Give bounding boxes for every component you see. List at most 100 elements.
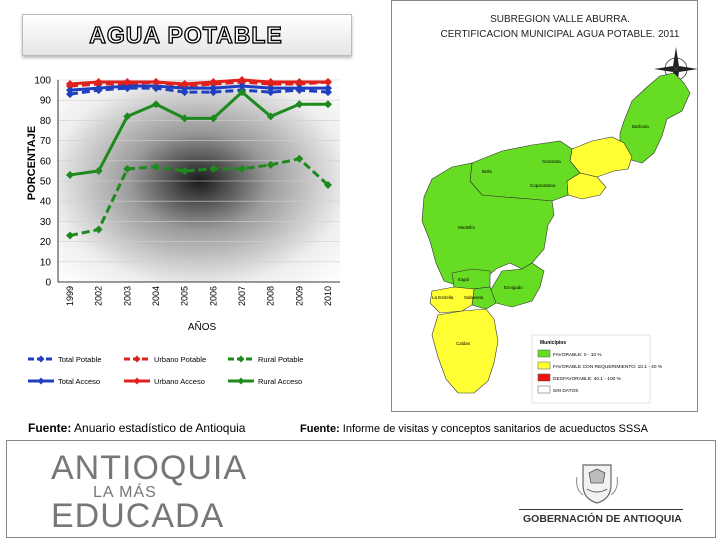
data-point bbox=[152, 78, 160, 87]
data-point bbox=[66, 90, 74, 99]
data-point bbox=[238, 164, 246, 173]
x-tick-label: 2006 bbox=[208, 286, 218, 306]
data-point bbox=[295, 100, 304, 109]
map-panel: SUBREGION VALLE ABURRA. CERTIFICACION MU… bbox=[391, 0, 698, 412]
data-point bbox=[324, 88, 332, 97]
x-tick-label: 2003 bbox=[122, 286, 132, 306]
data-point bbox=[324, 181, 332, 190]
map-label-copacabana: Copacabana bbox=[530, 183, 556, 188]
data-point bbox=[152, 82, 160, 91]
title-box bbox=[22, 14, 352, 56]
data-point bbox=[295, 78, 304, 87]
map-region-copacabana bbox=[566, 172, 607, 200]
data-point bbox=[209, 84, 218, 93]
series-line-4 bbox=[69, 78, 328, 86]
map-region-girardota bbox=[569, 136, 633, 178]
legend-label: Rural Potable bbox=[258, 355, 303, 364]
data-point bbox=[266, 88, 275, 97]
coat-of-arms-icon bbox=[576, 464, 618, 504]
map-label-bello: Bello bbox=[482, 169, 493, 174]
data-point bbox=[94, 78, 103, 87]
data-point bbox=[180, 166, 189, 175]
source-right-label: Fuente: bbox=[300, 423, 340, 435]
map-label-itagui: Itagüí bbox=[458, 277, 470, 282]
data-point bbox=[266, 160, 275, 169]
x-tick-label: 2008 bbox=[266, 286, 276, 306]
map-label-barbosa: Barbosa bbox=[632, 124, 649, 129]
legend-label: Rural Acceso bbox=[258, 377, 302, 386]
x-tick-label: 2007 bbox=[237, 286, 247, 306]
x-tick-label: 2009 bbox=[294, 286, 304, 306]
y-tick-label: 70 bbox=[40, 136, 52, 147]
data-point bbox=[123, 164, 132, 173]
data-point bbox=[209, 114, 218, 123]
data-point bbox=[266, 78, 275, 87]
legend-label: Total Potable bbox=[58, 355, 101, 364]
line-chart: 0 10 20 30 40 50 60 70 80 90 100 1999 2002 2003 2004 2… bbox=[26, 76, 340, 386]
map-region-la-estrella bbox=[429, 286, 475, 314]
y-tick-label: 10 bbox=[40, 257, 52, 268]
source-left-label: Fuente: bbox=[28, 421, 72, 435]
map-legend-title: Municipios bbox=[540, 340, 566, 346]
brand-line-1: ANTIOQUIA bbox=[51, 449, 248, 487]
y-tick-label: 90 bbox=[40, 96, 52, 107]
source-left: Fuente: Anuario estadístico de Antioquia bbox=[28, 421, 245, 435]
series-line-3 bbox=[69, 84, 328, 92]
legend-label: Total Acceso bbox=[58, 377, 100, 386]
y-tick-label: 30 bbox=[40, 217, 52, 228]
source-left-text: Anuario estadístico de Antioquia bbox=[74, 421, 246, 435]
data-point bbox=[324, 78, 332, 87]
page-title: AGUA POTABLE bbox=[89, 21, 283, 48]
series-line-5 bbox=[69, 90, 328, 177]
data-point bbox=[238, 88, 246, 97]
legend-marker bbox=[237, 355, 245, 363]
data-point bbox=[295, 84, 304, 93]
map-legend-swatch bbox=[537, 349, 551, 358]
data-point bbox=[180, 84, 189, 93]
line-chart-panel: 0 10 20 30 40 50 60 70 80 90 100 1999 2002 2003 2004 2… bbox=[22, 66, 352, 406]
data-point bbox=[209, 164, 218, 173]
legend-marker bbox=[237, 377, 245, 385]
y-tick-label: 20 bbox=[40, 237, 52, 248]
footer-banner: ANTIOQUIA LA MÁS EDUCADA GOBERNACIÓN DE … bbox=[6, 440, 716, 538]
map-legend-swatch bbox=[537, 385, 551, 394]
map-region-caldas bbox=[431, 308, 499, 394]
data-point bbox=[295, 154, 304, 163]
x-tick-label: 2010 bbox=[323, 286, 333, 306]
legend-label: Urbano Potable bbox=[154, 355, 206, 364]
legend-marker bbox=[133, 377, 141, 385]
map-legend-swatch bbox=[537, 373, 551, 382]
map-legend-label: DESFAVORABLE: 40.1 - 100 % bbox=[553, 376, 622, 382]
series-line-0 bbox=[69, 86, 329, 96]
y-tick-label: 100 bbox=[34, 76, 51, 87]
legend-marker bbox=[37, 355, 45, 363]
x-tick-label: 1999 bbox=[65, 286, 75, 306]
data-point bbox=[152, 162, 160, 171]
map-legend-label: FAVORABLE CON REQUERIMIENTO: 10.1 - 40 % bbox=[553, 364, 663, 370]
y-tick-label: 60 bbox=[40, 156, 52, 167]
source-right-text: Informe de visitas y conceptos sanitario… bbox=[342, 423, 648, 435]
map-legend-label: FAVORABLE: 0 - 10 % bbox=[553, 352, 602, 358]
legend-marker bbox=[133, 355, 141, 363]
map-title-line1: SUBREGION VALLE ABURRA. bbox=[490, 14, 630, 25]
data-point bbox=[180, 114, 189, 123]
y-tick-label: 50 bbox=[40, 177, 52, 188]
data-point bbox=[238, 76, 246, 84]
data-point bbox=[266, 112, 275, 121]
data-point bbox=[324, 100, 332, 109]
x-axis-label: AÑOS bbox=[188, 320, 217, 333]
map-legend-label: SIN DATOS bbox=[553, 388, 578, 394]
map-legend-swatch bbox=[537, 361, 551, 370]
data-point bbox=[123, 112, 132, 121]
map-legend-box bbox=[531, 334, 651, 404]
data-point bbox=[324, 84, 332, 93]
map-label-caldas: Caldas bbox=[456, 341, 471, 346]
data-point bbox=[66, 231, 74, 240]
data-point bbox=[123, 78, 132, 87]
data-point bbox=[266, 84, 275, 93]
legend-label: Urbano Acceso bbox=[154, 377, 205, 386]
data-point bbox=[94, 84, 103, 93]
map-label-envigado: Envigado bbox=[504, 285, 523, 290]
source-right: Fuente: Informe de visitas y conceptos s… bbox=[300, 423, 648, 435]
map-title-line2: CERTIFICACION MUNICIPAL AGUA POTABLE. 20… bbox=[441, 29, 680, 40]
